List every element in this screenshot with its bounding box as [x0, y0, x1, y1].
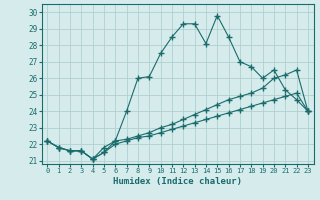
X-axis label: Humidex (Indice chaleur): Humidex (Indice chaleur): [113, 177, 242, 186]
